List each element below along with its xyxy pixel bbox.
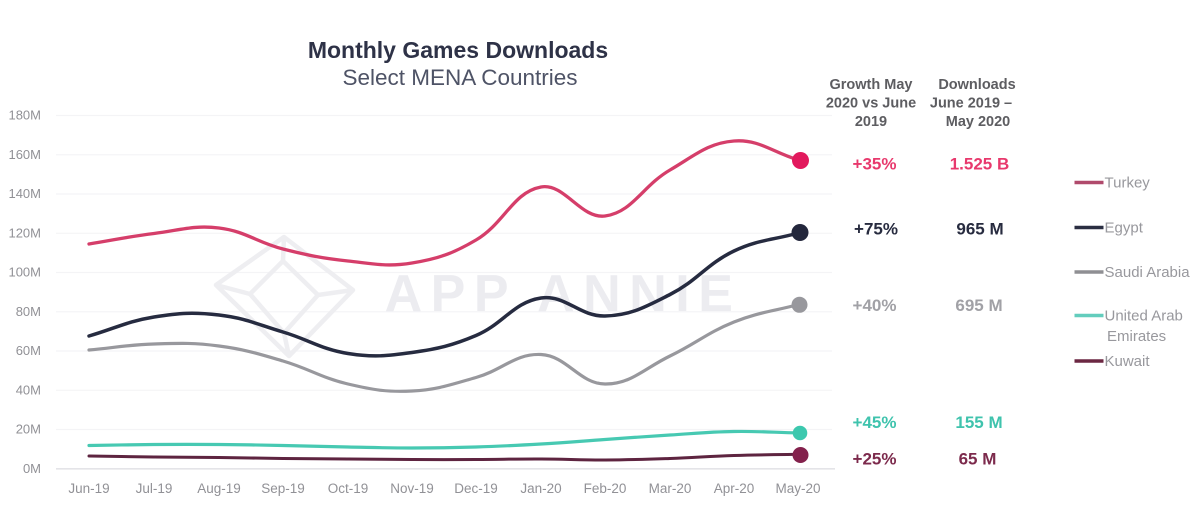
- svg-text:65 M: 65 M: [959, 450, 997, 469]
- svg-text:140M: 140M: [8, 186, 41, 201]
- svg-text:Select MENA Countries: Select MENA Countries: [342, 65, 577, 90]
- svg-text:1.525 B: 1.525 B: [950, 155, 1010, 174]
- svg-text:0M: 0M: [23, 461, 41, 476]
- svg-text:+25%: +25%: [853, 450, 897, 469]
- svg-text:Kuwait: Kuwait: [1105, 353, 1151, 370]
- svg-text:Mar-20: Mar-20: [649, 481, 692, 496]
- svg-text:+75%: +75%: [854, 220, 898, 239]
- svg-text:Dec-19: Dec-19: [454, 481, 498, 496]
- svg-text:Monthly Games Downloads: Monthly Games Downloads: [308, 37, 608, 63]
- svg-text:100M: 100M: [8, 265, 41, 280]
- svg-text:+40%: +40%: [853, 296, 897, 315]
- svg-text:Turkey: Turkey: [1105, 175, 1151, 192]
- svg-text:Jun-19: Jun-19: [68, 481, 109, 496]
- svg-text:40M: 40M: [16, 382, 41, 397]
- svg-text:+45%: +45%: [853, 413, 897, 432]
- svg-text:Oct-19: Oct-19: [328, 481, 369, 496]
- svg-text:965 M: 965 M: [956, 220, 1003, 239]
- svg-text:2020 vs June: 2020 vs June: [826, 96, 916, 112]
- svg-text:Emirates: Emirates: [1107, 328, 1166, 345]
- svg-text:May-20: May-20: [775, 481, 820, 496]
- svg-text:20M: 20M: [16, 422, 41, 437]
- svg-text:Sep-19: Sep-19: [261, 481, 305, 496]
- svg-text:Nov-19: Nov-19: [390, 481, 434, 496]
- svg-text:May 2020: May 2020: [946, 114, 1011, 130]
- svg-text:2019: 2019: [855, 114, 887, 130]
- svg-text:80M: 80M: [16, 304, 41, 319]
- svg-text:155 M: 155 M: [955, 413, 1002, 432]
- svg-text:Egypt: Egypt: [1105, 220, 1144, 237]
- svg-text:Saudi Arabia: Saudi Arabia: [1105, 264, 1191, 281]
- svg-text:60M: 60M: [16, 343, 41, 358]
- svg-text:APP ANNIE: APP ANNIE: [385, 265, 742, 323]
- svg-text:Growth May: Growth May: [830, 77, 913, 93]
- svg-text:June 2019 –: June 2019 –: [930, 96, 1012, 112]
- svg-text:Feb-20: Feb-20: [584, 481, 627, 496]
- svg-text:Downloads: Downloads: [938, 77, 1015, 93]
- svg-text:United Arab: United Arab: [1105, 308, 1183, 325]
- svg-text:695 M: 695 M: [955, 296, 1002, 315]
- svg-text:Apr-20: Apr-20: [714, 481, 755, 496]
- svg-text:Aug-19: Aug-19: [197, 481, 241, 496]
- svg-text:Jan-20: Jan-20: [520, 481, 561, 496]
- svg-text:160M: 160M: [8, 147, 41, 162]
- svg-text:120M: 120M: [8, 225, 41, 240]
- svg-text:180M: 180M: [8, 108, 41, 123]
- svg-text:+35%: +35%: [853, 155, 897, 174]
- svg-text:Jul-19: Jul-19: [136, 481, 173, 496]
